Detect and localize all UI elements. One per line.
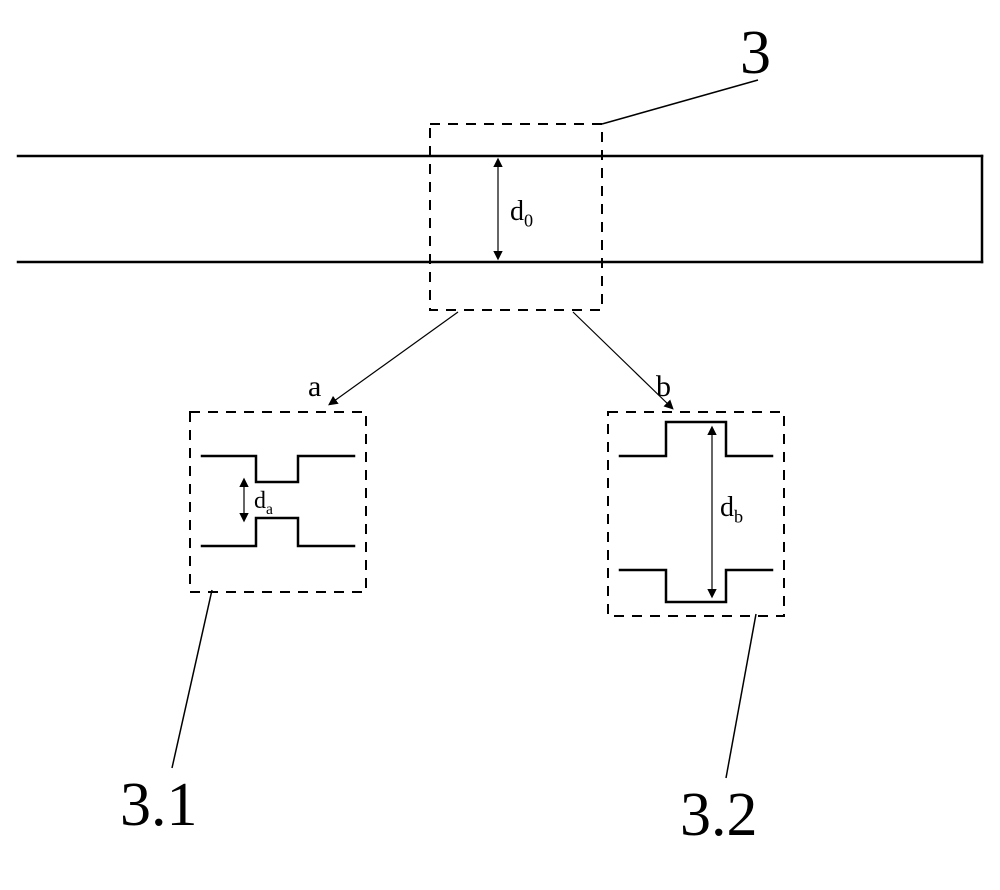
callout-label-detail-b: 3.2 (680, 780, 758, 851)
dimension-label-b: db (720, 492, 743, 528)
branch-letter-b: b (656, 370, 671, 404)
detail-b-profile-bottom (620, 570, 772, 602)
detail-a-profile-top (202, 456, 354, 482)
leader-detail-a (172, 590, 212, 768)
branch-arrow-a (330, 312, 458, 404)
region-box-detail-a (190, 412, 366, 592)
dimension-label-a: da (254, 488, 273, 519)
callout-label-main: 3 (740, 18, 771, 89)
branch-letter-a: a (308, 370, 321, 404)
detail-b-profile-top (620, 422, 772, 456)
detail-a-profile-bottom (202, 518, 354, 546)
callout-label-detail-a: 3.1 (120, 770, 198, 841)
region-box-detail-b (608, 412, 784, 616)
dimension-label-main: d0 (510, 196, 533, 232)
leader-main (602, 80, 758, 124)
leader-detail-b (726, 614, 756, 778)
